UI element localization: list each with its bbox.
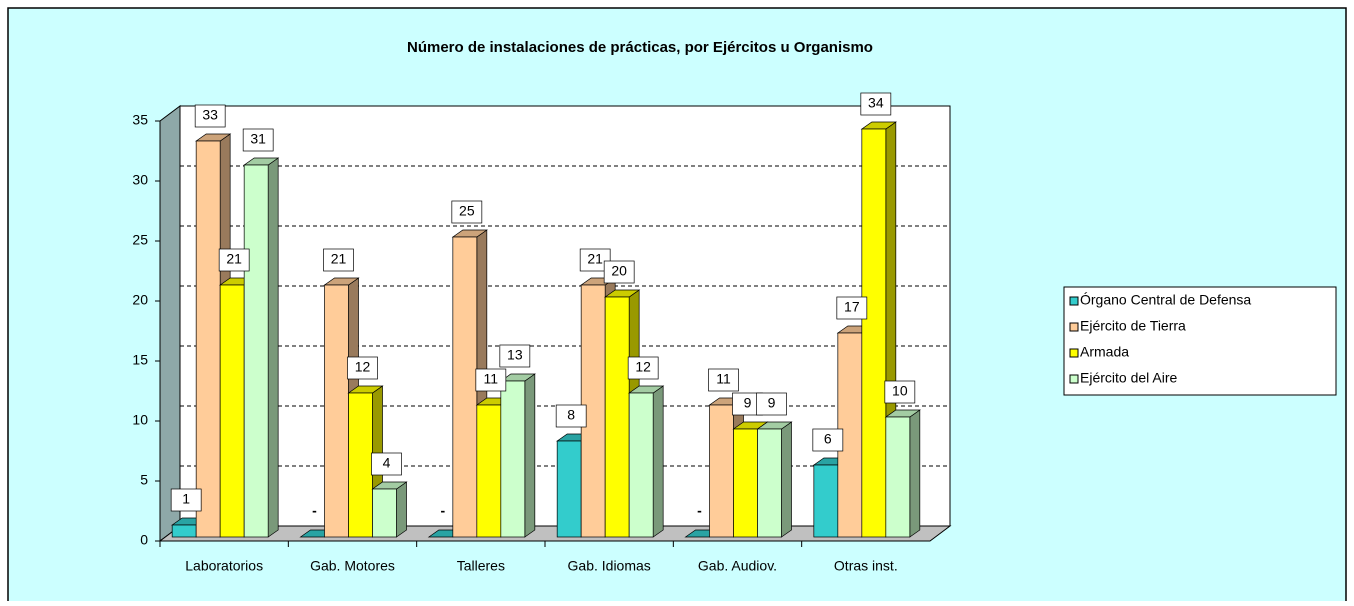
y-tick-label: 15 bbox=[132, 352, 148, 368]
data-label: - bbox=[440, 503, 445, 519]
bar bbox=[628, 392, 654, 538]
data-label-box bbox=[579, 248, 611, 272]
data-label-box bbox=[812, 428, 844, 452]
bar bbox=[813, 464, 839, 538]
bar-side bbox=[652, 385, 664, 538]
bar bbox=[556, 440, 582, 538]
data-label: 10 bbox=[892, 383, 908, 399]
bar bbox=[195, 140, 221, 538]
data-label: 17 bbox=[844, 299, 860, 315]
x-tick-label: Gab. Idiomas bbox=[568, 558, 651, 574]
data-label: 12 bbox=[635, 359, 651, 375]
bar bbox=[219, 284, 245, 538]
data-label-box bbox=[451, 200, 483, 224]
data-label-box bbox=[170, 488, 202, 512]
data-label-box bbox=[708, 368, 739, 392]
legend-box bbox=[1063, 286, 1337, 396]
bar bbox=[243, 164, 269, 538]
data-label: 21 bbox=[587, 251, 603, 267]
data-label-box bbox=[836, 296, 868, 320]
bar bbox=[733, 428, 758, 538]
bar-side bbox=[396, 481, 407, 538]
x-tick-label: Gab. Audiov. bbox=[698, 558, 777, 574]
bar-side bbox=[267, 157, 279, 538]
data-label-box bbox=[347, 356, 378, 380]
y-tick-label: 25 bbox=[132, 232, 148, 248]
bar bbox=[476, 404, 502, 538]
legend-swatch bbox=[1069, 374, 1079, 384]
data-label-box bbox=[860, 92, 892, 116]
data-label: 1 bbox=[182, 491, 190, 507]
data-label: 33 bbox=[202, 107, 218, 123]
data-label: 9 bbox=[768, 395, 776, 411]
data-label-box bbox=[194, 104, 226, 128]
legend-label: Armada bbox=[1080, 344, 1129, 360]
bar bbox=[452, 236, 478, 538]
data-label: 6 bbox=[824, 431, 832, 447]
bar bbox=[757, 428, 782, 538]
data-label-box bbox=[475, 368, 507, 392]
x-tick-label: Laboratorios bbox=[185, 558, 263, 574]
data-label-box bbox=[218, 248, 250, 272]
x-tick-label: Gab. Motores bbox=[310, 558, 395, 574]
data-label: 8 bbox=[567, 407, 575, 423]
bar bbox=[372, 488, 397, 538]
x-tick-label: Otras inst. bbox=[834, 558, 898, 574]
chart-title: Número de instalaciones de prácticas, po… bbox=[407, 39, 873, 56]
x-tick-label: Talleres bbox=[457, 558, 505, 574]
y-tick-label: 35 bbox=[132, 112, 148, 128]
bar bbox=[348, 392, 373, 538]
legend-label: Órgano Central de Defensa bbox=[1080, 292, 1251, 308]
bar bbox=[604, 296, 630, 538]
data-label: 34 bbox=[868, 95, 884, 111]
data-label: - bbox=[312, 503, 317, 519]
data-label: - bbox=[697, 503, 702, 519]
data-label: 25 bbox=[459, 203, 475, 219]
data-label-box bbox=[371, 452, 402, 476]
data-label-box bbox=[499, 344, 531, 368]
data-label-box bbox=[603, 260, 635, 284]
bar-side bbox=[909, 409, 921, 538]
legend-label: Ejército del Aire bbox=[1080, 370, 1177, 386]
data-label: 12 bbox=[355, 359, 371, 375]
bar bbox=[861, 128, 887, 538]
data-label-box bbox=[242, 128, 274, 152]
y-tick-label: 5 bbox=[140, 472, 148, 488]
bar bbox=[171, 524, 197, 538]
data-label: 9 bbox=[744, 395, 752, 411]
legend-label: Ejército de Tierra bbox=[1080, 318, 1186, 334]
data-label: 20 bbox=[611, 263, 627, 279]
data-label-box bbox=[555, 404, 587, 428]
bar-side bbox=[524, 373, 536, 538]
legend-swatch bbox=[1069, 322, 1079, 332]
data-label: 31 bbox=[250, 131, 266, 147]
side-wall bbox=[159, 105, 181, 542]
y-tick-label: 30 bbox=[132, 172, 148, 188]
data-label: 4 bbox=[383, 455, 391, 471]
bar bbox=[709, 404, 734, 538]
data-label: 11 bbox=[716, 371, 731, 387]
data-label-box bbox=[756, 392, 787, 416]
data-label: 21 bbox=[226, 251, 242, 267]
data-label: 13 bbox=[507, 347, 523, 363]
data-label-box bbox=[627, 356, 659, 380]
bar bbox=[324, 284, 349, 538]
legend-swatch bbox=[1069, 348, 1079, 358]
y-tick-label: 0 bbox=[140, 532, 148, 548]
y-tick-label: 10 bbox=[132, 412, 148, 428]
data-label-box bbox=[323, 248, 354, 272]
data-label: 11 bbox=[484, 371, 499, 387]
bar-side bbox=[781, 421, 792, 538]
y-tick-label: 20 bbox=[132, 292, 148, 308]
legend-swatch bbox=[1069, 296, 1079, 306]
data-label: 21 bbox=[331, 251, 347, 267]
data-label-box bbox=[884, 380, 916, 404]
bar bbox=[500, 380, 526, 538]
bar bbox=[885, 416, 911, 538]
